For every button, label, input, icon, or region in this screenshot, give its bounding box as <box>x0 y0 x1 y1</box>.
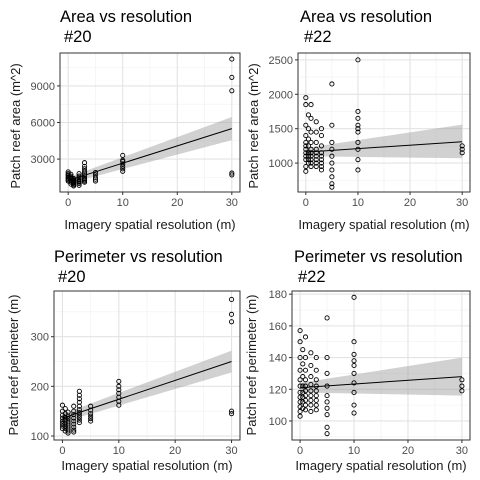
y-tick-label: 1500 <box>269 124 293 136</box>
y-tick-label: 120 <box>269 384 287 396</box>
x-tick-label: 30 <box>226 197 238 209</box>
x-axis-label: Imagery spatial resolution (m) <box>298 217 469 232</box>
y-axis-label: Patch reef perimeter (m) <box>244 295 259 436</box>
y-tick-label: 6000 <box>31 118 55 130</box>
x-tick-label: 10 <box>117 197 129 209</box>
y-tick-label: 2500 <box>269 55 293 67</box>
chart-title: Perimeter vs resolution <box>54 248 223 266</box>
y-axis-label: Patch reef area (m^2) <box>246 63 261 188</box>
x-axis-label: Imagery spatial resolution (m) <box>295 458 466 473</box>
x-tick-label: 20 <box>169 445 181 457</box>
y-tick-label: 160 <box>269 321 287 333</box>
x-tick-label: 0 <box>65 197 71 209</box>
chart-subtitle: #22 <box>298 268 326 286</box>
chart-title: Area vs resolution <box>300 8 432 26</box>
y-tick-label: 2000 <box>269 89 293 101</box>
chart-subtitle: #22 <box>304 28 332 46</box>
x-tick-label: 10 <box>348 445 360 457</box>
y-tick-label: 9000 <box>31 81 55 93</box>
x-tick-label: 10 <box>352 197 364 209</box>
y-tick-label: 140 <box>269 353 287 365</box>
x-tick-label: 0 <box>59 445 65 457</box>
y-tick-label: 300 <box>31 332 49 344</box>
x-tick-label: 0 <box>297 445 303 457</box>
y-tick-label: 100 <box>31 431 49 443</box>
y-tick-label: 3000 <box>31 154 55 166</box>
x-tick-label: 30 <box>456 197 468 209</box>
chart-panel-3: 0 10 20 30 100 200 300 Imagery spatial resoluti… <box>6 248 240 473</box>
x-tick-label: 30 <box>225 445 237 457</box>
chart-subtitle: #20 <box>64 28 92 46</box>
y-axis-label: Patch reef area (m^2) <box>8 63 23 188</box>
y-tick-label: 1000 <box>269 158 293 170</box>
y-axis-label: Patch reef perimeter (m) <box>6 295 21 436</box>
chart-panel-2: 0 10 20 30 1000 1500 2000 2500 Imagery spatial r… <box>246 8 470 232</box>
y-tick-label: 100 <box>269 416 287 428</box>
y-tick-label: 200 <box>31 381 49 393</box>
chart-title: Perimeter vs resolution <box>294 248 463 266</box>
x-tick-label: 0 <box>303 197 309 209</box>
x-tick-label: 30 <box>456 445 468 457</box>
y-tick-label: 180 <box>269 289 287 301</box>
x-tick-label: 20 <box>171 197 183 209</box>
x-tick-label: 10 <box>113 445 125 457</box>
x-axis-label: Imagery spatial resolution (m) <box>64 217 235 232</box>
chart-panel-4: 0 10 20 30 100 120 140 160 180 Imagery spatial re… <box>244 248 470 473</box>
x-tick-label: 20 <box>404 197 416 209</box>
chart-subtitle: #20 <box>58 268 86 286</box>
x-axis-label: Imagery spatial resolution (m) <box>61 458 232 473</box>
chart-title: Area vs resolution <box>60 8 192 26</box>
chart-panel-1: 0 10 20 30 3000 6000 9000 Imagery spatial resol… <box>8 8 240 232</box>
x-tick-label: 20 <box>402 445 414 457</box>
